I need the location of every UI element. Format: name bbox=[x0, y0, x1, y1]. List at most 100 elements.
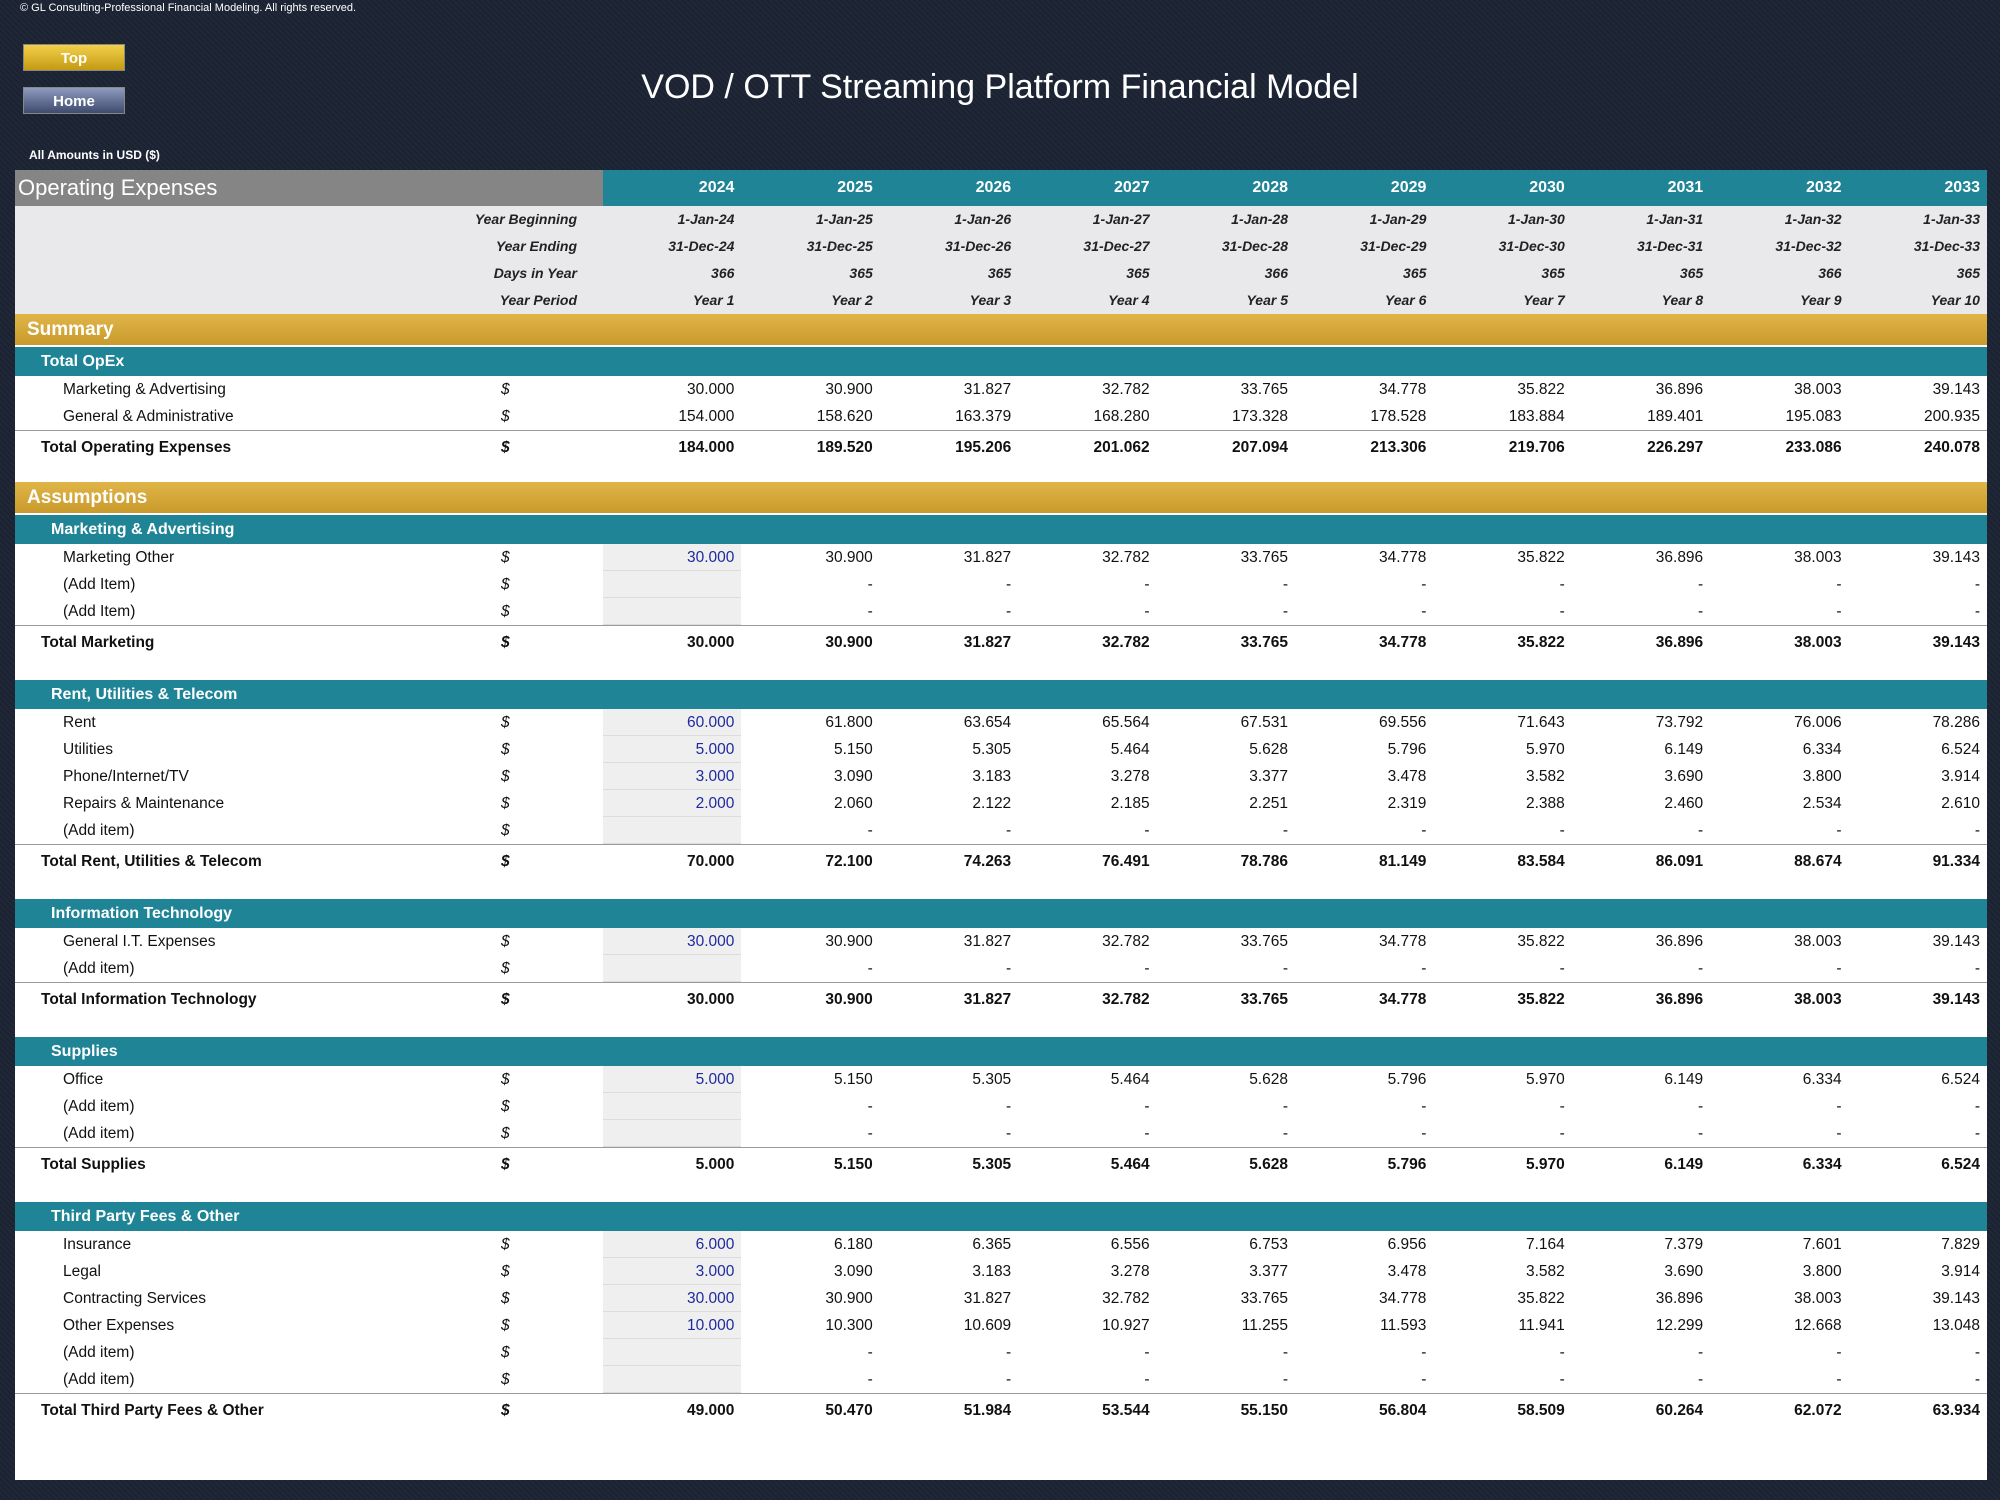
data-row: (Add item) $ - - - - - - - - - bbox=[15, 1120, 1987, 1147]
value-cell: 33.765 bbox=[1240, 549, 1288, 566]
value-cell: - bbox=[1144, 1098, 1150, 1115]
value-cell: 2.534 bbox=[1802, 795, 1842, 812]
value-cell: 1-Jan-29 bbox=[1369, 211, 1427, 227]
value-cell: 2026 bbox=[975, 179, 1012, 196]
value-cell: Year 7 bbox=[1523, 292, 1565, 308]
value-cell: 5.796 bbox=[1387, 741, 1427, 758]
value-cell: 31-Dec-27 bbox=[1083, 238, 1150, 254]
value-cell: 2031 bbox=[1667, 179, 1704, 196]
value-cell: 5.796 bbox=[1387, 1156, 1427, 1173]
value-cell: - bbox=[1144, 1125, 1150, 1142]
value-cell: - bbox=[1836, 1344, 1842, 1361]
value-cell: - bbox=[1698, 960, 1704, 977]
value-cell: - bbox=[1006, 576, 1012, 593]
value-cell: - bbox=[1559, 603, 1565, 620]
value-cell: 3.377 bbox=[1249, 768, 1288, 785]
header-sub-row: Year Period Year 1 Year 2 Year 3 Year 4 Year … bbox=[15, 287, 1987, 314]
value-cell: - bbox=[1559, 1344, 1565, 1361]
value-cell: - bbox=[1836, 1371, 1842, 1388]
home-button[interactable]: Home bbox=[23, 87, 125, 114]
value-cell: - bbox=[1421, 1098, 1427, 1115]
group-bar: Rent, Utilities & Telecom bbox=[15, 680, 1987, 709]
row-label: Other Expenses bbox=[63, 1317, 175, 1334]
value-cell: 39.143 bbox=[1932, 933, 1980, 950]
value-cell bbox=[603, 571, 742, 598]
value-cell: - bbox=[1836, 822, 1842, 839]
value-cell: 3.914 bbox=[1941, 1263, 1980, 1280]
section-bar: Summary bbox=[15, 314, 1987, 345]
value-cell: 39.143 bbox=[1932, 549, 1980, 566]
value-cell: 5.000 bbox=[695, 1156, 735, 1173]
value-cell: 5.464 bbox=[1110, 1071, 1150, 1088]
value-cell: 5.150 bbox=[833, 1071, 873, 1088]
data-row: Repairs & Maintenance $2.000 2.060 2.122 2.1… bbox=[15, 790, 1987, 817]
value-cell: - bbox=[1282, 603, 1288, 620]
data-row: (Add item) $ - - - - - - - - - bbox=[15, 955, 1987, 982]
value-cell: 35.822 bbox=[1517, 381, 1565, 398]
row-label: Contracting Services bbox=[63, 1290, 207, 1307]
value-cell: 30.000 bbox=[686, 991, 735, 1008]
data-row: General & Administrative $154.000 158.620 1… bbox=[15, 403, 1987, 430]
value-cell: 35.822 bbox=[1517, 991, 1565, 1008]
value-cell: 36.896 bbox=[1655, 933, 1704, 950]
value-cell: 3.582 bbox=[1525, 768, 1565, 785]
value-cell: 2.610 bbox=[1941, 795, 1980, 812]
unit: $ bbox=[501, 853, 510, 870]
unit: $ bbox=[501, 822, 510, 839]
top-button[interactable]: Top bbox=[23, 44, 125, 71]
value-cell: 163.379 bbox=[955, 408, 1012, 425]
value-cell: 183.884 bbox=[1508, 408, 1565, 425]
total-row: Total Third Party Fees & Other $49.000 50.… bbox=[15, 1393, 1987, 1426]
value-cell: 6.524 bbox=[1941, 1156, 1980, 1173]
value-cell: 36.896 bbox=[1655, 549, 1704, 566]
value-cell: - bbox=[1698, 1371, 1704, 1388]
value-cell: 38.003 bbox=[1794, 1290, 1842, 1307]
value-cell: 5.305 bbox=[972, 741, 1012, 758]
unit: $ bbox=[501, 1290, 510, 1307]
value-cell: 365 bbox=[987, 265, 1012, 281]
value-cell: 38.003 bbox=[1794, 634, 1842, 651]
section-title: Assumptions bbox=[27, 487, 148, 508]
row-label: Marketing & Advertising bbox=[63, 381, 226, 398]
unit: $ bbox=[501, 439, 510, 456]
row-label: (Add item) bbox=[63, 822, 135, 839]
amounts-note: All Amounts in USD ($) bbox=[29, 148, 160, 162]
value-cell: 81.149 bbox=[1378, 853, 1427, 870]
row-label: (Add item) bbox=[63, 1125, 135, 1142]
value-cell: 3.690 bbox=[1664, 1263, 1704, 1280]
value-cell: 11.593 bbox=[1380, 1317, 1427, 1334]
value-cell: 3.800 bbox=[1802, 768, 1842, 785]
value-cell: 30.000 bbox=[686, 381, 735, 398]
unit: $ bbox=[501, 714, 510, 731]
unit: $ bbox=[501, 795, 510, 812]
total-label: Total Third Party Fees & Other bbox=[41, 1402, 264, 1419]
value-cell: 30.900 bbox=[825, 381, 873, 398]
value-cell: - bbox=[1974, 822, 1980, 839]
group-bar: Third Party Fees & Other bbox=[15, 1202, 1987, 1231]
unit: $ bbox=[501, 768, 510, 785]
value-cell: - bbox=[1698, 1344, 1704, 1361]
value-cell: - bbox=[867, 822, 873, 839]
total-row: Total Operating Expenses $184.000 189.520 1… bbox=[15, 430, 1987, 463]
value-cell: - bbox=[1006, 822, 1012, 839]
value-cell: 38.003 bbox=[1794, 381, 1842, 398]
value-cell: 39.143 bbox=[1932, 381, 1980, 398]
value-cell: 60.264 bbox=[1655, 1402, 1704, 1419]
value-cell: 33.765 bbox=[1240, 991, 1288, 1008]
value-cell: 6.180 bbox=[833, 1236, 873, 1253]
value-cell: 5.464 bbox=[1110, 1156, 1150, 1173]
value-cell: 35.822 bbox=[1517, 634, 1565, 651]
value-cell: 365 bbox=[1679, 265, 1704, 281]
value-cell: - bbox=[1974, 960, 1980, 977]
total-label: Total Operating Expenses bbox=[41, 439, 232, 456]
unit: $ bbox=[501, 1236, 510, 1253]
value-cell: 7.379 bbox=[1664, 1236, 1704, 1253]
value-cell: 5.150 bbox=[833, 741, 873, 758]
value-cell: 30.900 bbox=[825, 634, 873, 651]
value-cell: 2025 bbox=[837, 179, 873, 196]
value-cell: - bbox=[1974, 1344, 1980, 1361]
value-cell: - bbox=[1144, 822, 1150, 839]
value-cell: 30.900 bbox=[825, 1290, 873, 1307]
value-cell: 30.000 bbox=[603, 928, 742, 955]
value-cell: 83.584 bbox=[1517, 853, 1565, 870]
